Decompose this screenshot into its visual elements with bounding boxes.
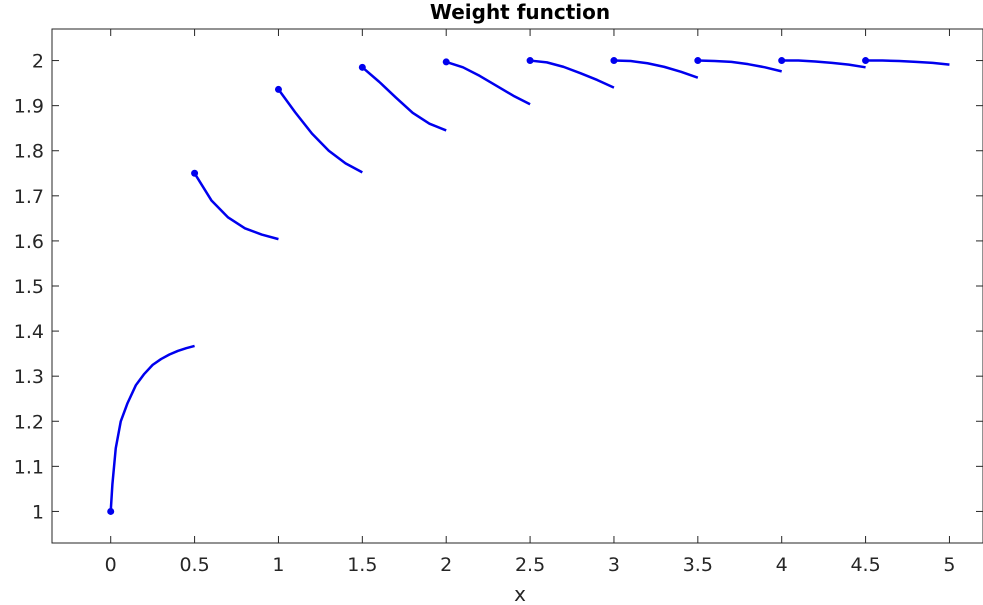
data-point-7	[610, 57, 618, 65]
data-point-2	[191, 169, 199, 177]
x-tick-label: 4.5	[850, 554, 880, 576]
series-line-2	[193, 172, 279, 241]
x-tick-label: 2.5	[515, 554, 545, 576]
data-point-8	[694, 57, 702, 65]
data-point-9	[778, 57, 786, 65]
plot-area	[51, 28, 983, 544]
x-tick-label: 0	[105, 554, 117, 576]
data-point-1	[107, 507, 115, 515]
y-tick-label: 1.4	[14, 321, 44, 343]
y-tick-label: 1.9	[14, 96, 44, 118]
series-line-5	[445, 60, 531, 106]
data-point-6	[526, 57, 534, 65]
x-tick-label: 2	[440, 554, 452, 576]
data-point-5	[442, 58, 450, 66]
series-layer	[109, 59, 950, 512]
series-line-1	[109, 344, 195, 512]
x-tick-label: 3	[608, 554, 620, 576]
series-line-9	[781, 59, 866, 69]
marker-layer	[107, 57, 870, 515]
y-tick-label: 1	[32, 501, 44, 523]
y-tick-label: 1.1	[14, 456, 44, 478]
x-tick-label: 0.5	[179, 554, 209, 576]
data-point-10	[862, 57, 870, 65]
series-line-8	[697, 59, 782, 73]
y-tick-label: 1.6	[14, 231, 44, 253]
x-tick-label: 3.5	[683, 554, 713, 576]
y-tick-label: 1.2	[14, 411, 44, 433]
x-tick-label: 1.5	[347, 554, 377, 576]
series-line-10	[865, 59, 950, 66]
x-tick-label: 5	[943, 554, 955, 576]
data-point-4	[358, 63, 366, 71]
x-tick-label: 4	[776, 554, 788, 576]
y-tick-label: 1.5	[14, 276, 44, 298]
y-tick-label: 2	[32, 51, 44, 73]
x-axis-label: x	[514, 582, 526, 605]
y-axis: 1 1.1 1.2 1.3 1.4 1.5 1.6 1.7 1.8 1.9 2	[14, 51, 983, 523]
series-line-4	[361, 66, 447, 132]
series-line-6	[529, 59, 615, 89]
series-line-7	[613, 59, 699, 79]
chart-title: Weight function	[430, 0, 610, 24]
y-tick-label: 1.8	[14, 141, 44, 163]
x-tick-label: 1	[272, 554, 284, 576]
x-axis: 0 0.5 1 1.5 2 2.5 3 3.5 4 4.5 5	[105, 29, 955, 576]
series-line-3	[277, 88, 363, 174]
y-tick-label: 1.7	[14, 186, 44, 208]
data-point-3	[274, 85, 282, 93]
y-tick-label: 1.3	[14, 366, 44, 388]
